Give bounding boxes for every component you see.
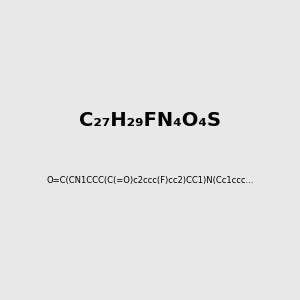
- Text: O=C(CN1CCC(C(=O)c2ccc(F)cc2)CC1)N(Cc1ccc...: O=C(CN1CCC(C(=O)c2ccc(F)cc2)CC1)N(Cc1ccc…: [46, 176, 254, 184]
- Text: C₂₇H₂₉FN₄O₄S: C₂₇H₂₉FN₄O₄S: [79, 110, 221, 130]
